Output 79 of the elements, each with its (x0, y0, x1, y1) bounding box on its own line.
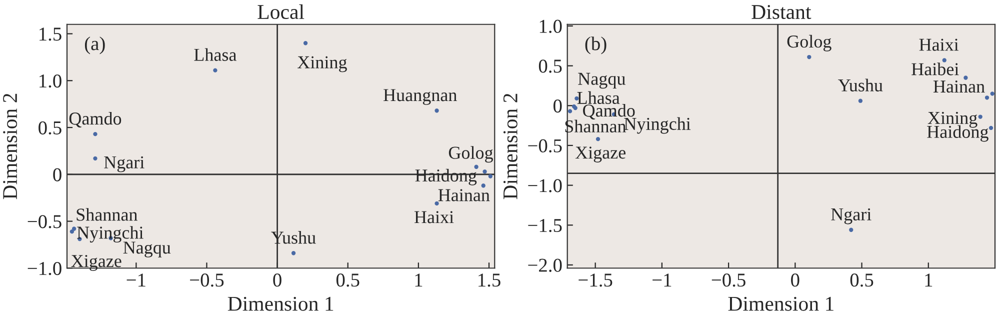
annotation: Huangnan (384, 89, 457, 105)
annotation: Shannan (76, 208, 138, 221)
annotation: Haixi (414, 211, 454, 224)
point (434, 108, 439, 113)
point (482, 169, 487, 174)
point (474, 164, 478, 169)
chart-title: Distant (752, 5, 812, 20)
point (213, 68, 218, 72)
point (964, 76, 968, 80)
annotation: Xining (298, 56, 347, 72)
x-axis-title: Dimension 1 (728, 296, 834, 311)
point (978, 114, 982, 119)
x-tick-label: −1.5 (578, 274, 612, 287)
annotation: Ngari (831, 208, 872, 224)
annotation: Nagqu (123, 242, 171, 258)
point (988, 126, 994, 130)
x-tick-label: −0.5 (712, 274, 746, 287)
annotation: (b) (585, 36, 606, 54)
y-tick-label: 0.5 (38, 121, 62, 135)
annotation: Nagqu (578, 72, 626, 89)
point (942, 58, 946, 62)
point (93, 156, 98, 161)
point (434, 201, 439, 206)
point (807, 54, 812, 60)
annotation: Lhasa (577, 91, 620, 104)
y-tick-label: −0.5 (528, 139, 562, 152)
x-tick-label: 1 (925, 274, 932, 286)
annotation: Qamdo (69, 112, 122, 128)
annotation: Xigaze (575, 146, 626, 162)
point (596, 136, 600, 142)
y-tick-label: 0 (53, 168, 62, 182)
annotation: Yushu (838, 78, 883, 92)
y-axis-title: Dimension 2 (503, 94, 518, 200)
annotation: Golog (787, 34, 832, 52)
point (303, 41, 308, 46)
chart-title: Local (258, 4, 304, 20)
y-tick-label: 1.0 (540, 20, 562, 33)
y-axis-title: Dimension 2 (3, 94, 18, 200)
y-tick-label: 1.0 (40, 74, 62, 88)
x-axis-title: Dimension 1 (228, 296, 334, 311)
y-tick-label: 0.5 (538, 60, 562, 73)
y-tick-label: 1.5 (40, 28, 62, 41)
annotation: Golog (448, 146, 493, 163)
x-tick-label: 0.5 (850, 274, 874, 287)
x-tick-label: −0.5 (190, 274, 224, 287)
point (858, 98, 863, 103)
y-tick-label: −1.5 (528, 219, 562, 232)
annotation: Ngari (104, 156, 144, 172)
y-tick-label: −1.0 (528, 179, 562, 192)
annotation: Hainan (933, 80, 985, 93)
point (990, 92, 994, 96)
annotation: Haibei (912, 62, 959, 76)
point (291, 251, 296, 256)
annotation: (a) (84, 36, 105, 54)
x-tick-label: 1.5 (478, 274, 500, 287)
annotation: Nyingchi (624, 117, 691, 134)
annotation: Qamdo (583, 104, 635, 120)
x-tick-label: −1 (126, 274, 146, 286)
x-tick-label: −1 (652, 274, 672, 286)
y-tick-label: −2.0 (528, 258, 562, 272)
x-tick-label: 0 (273, 274, 282, 287)
annotation: Nyingchi (77, 226, 144, 243)
annotation: Haixi (919, 38, 959, 51)
point (849, 228, 854, 232)
point (488, 174, 492, 178)
annotation: Lhasa (194, 48, 237, 61)
x-tick-label: 0 (791, 274, 800, 287)
y-tick-label: −1.0 (28, 262, 62, 276)
point (93, 132, 98, 136)
y-tick-label: 0 (554, 99, 562, 113)
y-tick-label: −0.5 (28, 215, 62, 228)
point (568, 109, 572, 114)
annotation: Xigaze (71, 255, 122, 271)
x-tick-label: 1 (415, 274, 422, 286)
x-tick-label: 0.5 (336, 274, 360, 287)
annotation: Hainan (438, 189, 490, 202)
point (72, 226, 76, 231)
point (481, 184, 486, 188)
point (984, 96, 990, 100)
